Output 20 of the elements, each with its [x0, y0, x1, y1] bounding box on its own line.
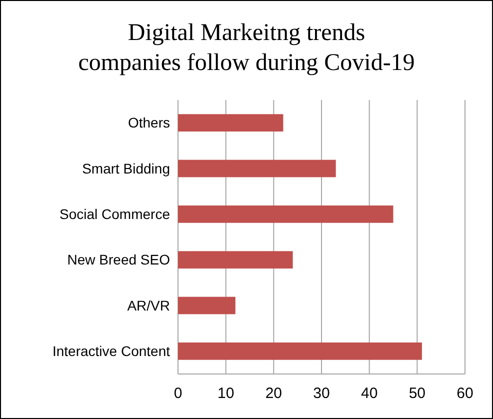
x-tick-label: 50 [408, 385, 426, 402]
bar [178, 205, 394, 223]
x-tick-label: 0 [174, 385, 182, 402]
x-tick-label: 60 [456, 385, 474, 402]
x-tick-label: 10 [217, 385, 234, 402]
x-tick-label: 20 [265, 385, 282, 402]
bar [178, 160, 336, 178]
x-tick-label: 40 [360, 385, 378, 402]
y-tick-label: Social Commerce [60, 206, 170, 222]
y-tick-label: Others [128, 114, 170, 131]
chart-title: Digital Markeitng trends companies follow during Covid-19 [78, 20, 415, 76]
y-tick-label: AR/VR [127, 297, 170, 314]
y-tick-label: Interactive Content [52, 343, 170, 360]
bar [178, 251, 293, 269]
y-tick-label: Smart Bidding [82, 160, 170, 176]
x-tick-label: 30 [313, 385, 330, 402]
bar [178, 296, 236, 314]
bar [178, 342, 422, 360]
bar [178, 114, 284, 132]
y-tick-label: New Breed SEO [67, 252, 170, 268]
